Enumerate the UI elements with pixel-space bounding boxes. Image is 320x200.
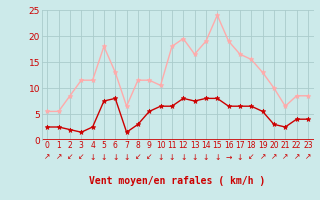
Text: ↗: ↗ (282, 152, 288, 162)
Text: ↗: ↗ (55, 152, 62, 162)
Text: ↗: ↗ (293, 152, 300, 162)
Text: ↓: ↓ (180, 152, 187, 162)
Text: ↙: ↙ (78, 152, 84, 162)
Text: ↓: ↓ (112, 152, 118, 162)
Text: ↙: ↙ (67, 152, 73, 162)
Text: ↙: ↙ (248, 152, 254, 162)
Text: ↗: ↗ (260, 152, 266, 162)
Text: Vent moyen/en rafales ( km/h ): Vent moyen/en rafales ( km/h ) (90, 176, 266, 186)
Text: ↗: ↗ (271, 152, 277, 162)
Text: ↓: ↓ (89, 152, 96, 162)
Text: ↓: ↓ (101, 152, 107, 162)
Text: ↙: ↙ (146, 152, 152, 162)
Text: ↓: ↓ (214, 152, 220, 162)
Text: ↓: ↓ (124, 152, 130, 162)
Text: ↓: ↓ (237, 152, 243, 162)
Text: ↙: ↙ (135, 152, 141, 162)
Text: ↓: ↓ (191, 152, 198, 162)
Text: ↓: ↓ (157, 152, 164, 162)
Text: ↗: ↗ (44, 152, 51, 162)
Text: ↓: ↓ (169, 152, 175, 162)
Text: →: → (225, 152, 232, 162)
Text: ↗: ↗ (305, 152, 311, 162)
Text: ↓: ↓ (203, 152, 209, 162)
